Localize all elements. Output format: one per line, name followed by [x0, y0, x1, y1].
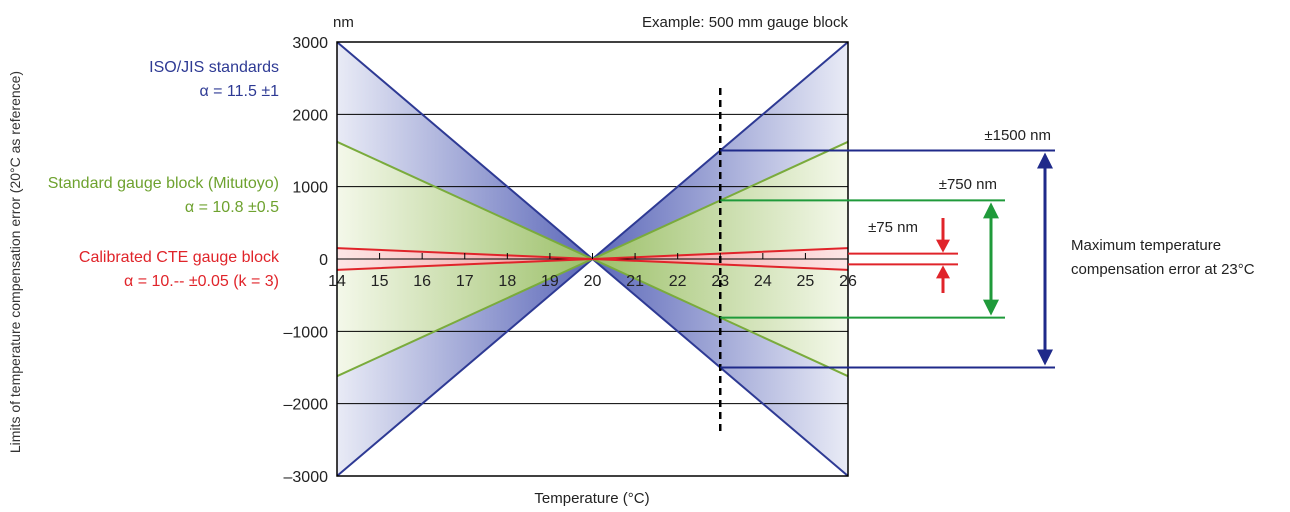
series-alpha-iso: α = 11.5 ±1: [199, 83, 279, 100]
arrow-75-head-top: [936, 239, 950, 253]
x-tick-label-22: 22: [669, 273, 687, 290]
series-alpha-calibrated: α = 10.‑‑ ±0.05 (k = 3): [124, 273, 279, 290]
x-tick-label-24: 24: [754, 273, 772, 290]
y-tick-label-0: 0: [319, 252, 328, 269]
y-tick-label--3000: –3000: [284, 469, 329, 486]
ticks-layer: 141516171819202122232425263000200010000–…: [284, 35, 858, 486]
note-line-1: Maximum temperature: [1071, 237, 1221, 254]
x-tick-label-18: 18: [498, 273, 516, 290]
y-tick-label-2000: 2000: [292, 107, 328, 124]
y-tick-label-1000: 1000: [292, 180, 328, 197]
chart-title: Example: 500 mm gauge block: [642, 14, 848, 31]
annotation-layer: [720, 149, 1055, 369]
x-tick-label-25: 25: [797, 273, 815, 290]
series-alpha-mitutoyo: α = 10.8 ±0.5: [185, 199, 279, 216]
note-line-2: compensation error at 23°C: [1071, 261, 1255, 278]
series-name-calibrated: Calibrated CTE gauge block: [79, 249, 280, 266]
y-axis-label: Limits of temperature compensation error…: [7, 71, 23, 453]
x-tick-label-15: 15: [371, 273, 389, 290]
arrow-75-head-bottom: [936, 265, 950, 279]
annotation-label-1500: ±1500 nm: [984, 127, 1051, 144]
series-name-mitutoyo: Standard gauge block (Mitutoyo): [48, 175, 279, 192]
y-tick-label--1000: –1000: [284, 324, 329, 341]
unit-label: nm: [333, 14, 354, 31]
annotation-label-750: ±750 nm: [939, 176, 997, 193]
x-tick-label-21: 21: [626, 273, 644, 290]
series-name-iso: ISO/JIS standards: [149, 59, 279, 76]
annotation-label-75: ±75 nm: [868, 219, 918, 236]
arrow-750-head-top: [983, 202, 999, 219]
y-tick-label-3000: 3000: [292, 35, 328, 52]
x-axis-label: Temperature (°C): [534, 490, 649, 507]
x-tick-label-19: 19: [541, 273, 559, 290]
arrow-750-head-bottom: [983, 299, 999, 316]
x-tick-label-17: 17: [456, 273, 474, 290]
x-tick-label-20: 20: [584, 273, 602, 290]
arrow-1500-head-bottom: [1037, 349, 1053, 366]
arrow-1500-head-top: [1037, 152, 1053, 169]
plot-frame: [336, 41, 849, 477]
x-tick-label-16: 16: [413, 273, 431, 290]
y-tick-label--2000: –2000: [284, 397, 329, 414]
